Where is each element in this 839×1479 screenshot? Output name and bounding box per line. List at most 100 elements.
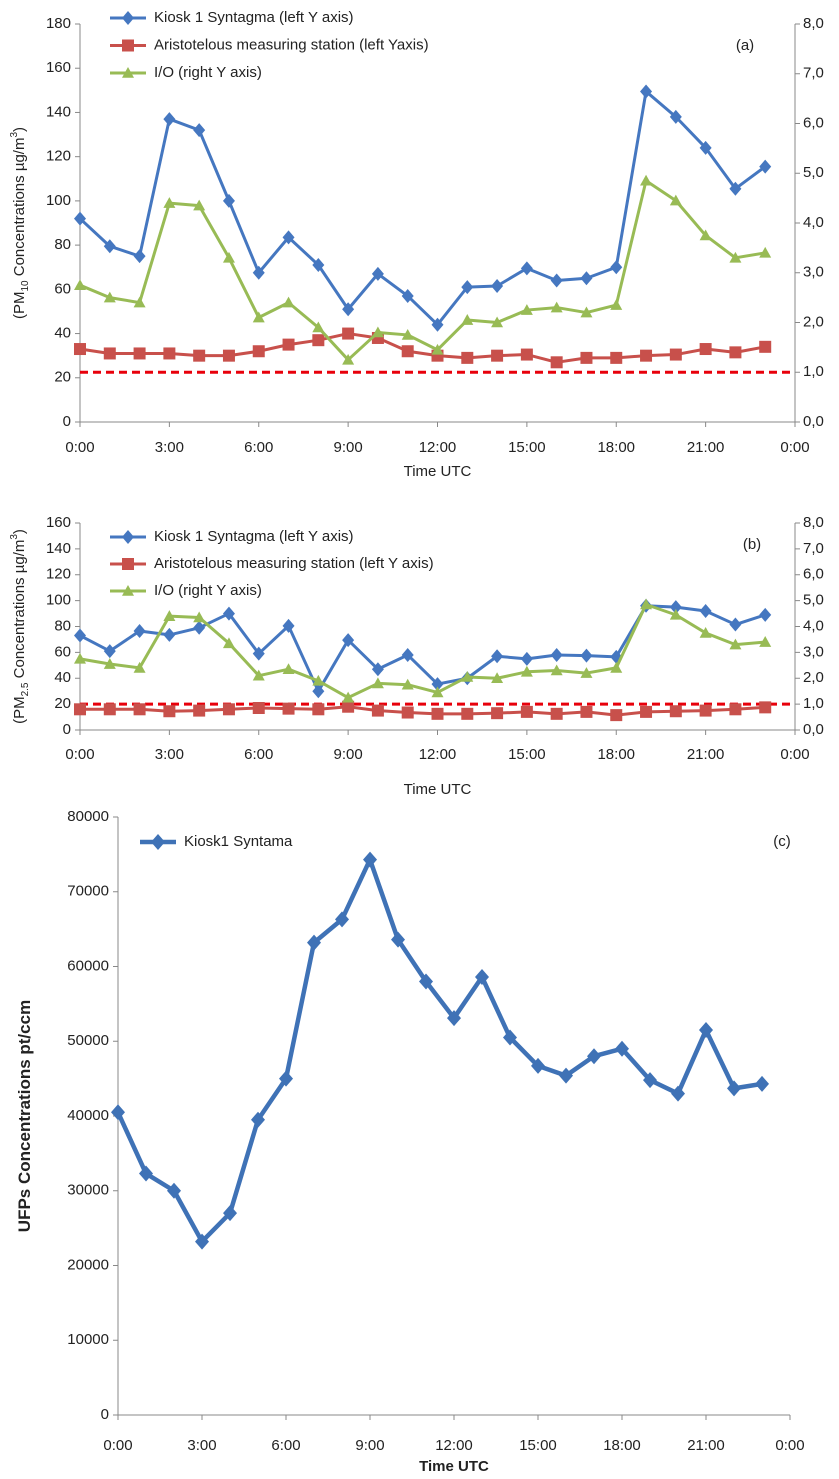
- data-point: [610, 661, 623, 673]
- data-point: [167, 1182, 181, 1199]
- data-point: [282, 338, 295, 351]
- y2-tick-label: 2,0: [803, 313, 824, 330]
- y-axis-title: (PM2.5 Concentrations µg/m3): [9, 529, 31, 724]
- y2-tick-label: 7,0: [803, 540, 824, 557]
- data-point: [640, 84, 653, 99]
- y-tick-label: 60000: [67, 957, 109, 974]
- data-point: [699, 704, 712, 717]
- data-point: [193, 349, 206, 362]
- data-point: [307, 934, 321, 951]
- data-point: [74, 343, 86, 356]
- data-point: [669, 194, 682, 206]
- legend-marker: [151, 834, 165, 850]
- series-line: [80, 705, 766, 717]
- y2-tick-label: 1,0: [803, 695, 824, 712]
- x-tick-label: 18:00: [597, 746, 635, 763]
- data-point: [491, 707, 504, 720]
- data-point: [699, 343, 712, 356]
- data-point: [163, 705, 176, 718]
- y-axis-title-part: 3: [9, 132, 20, 138]
- y-tick-label: 160: [46, 59, 71, 76]
- data-point: [759, 246, 772, 258]
- data-point: [431, 677, 444, 692]
- x-tick-label: 18:00: [597, 439, 635, 456]
- data-point: [371, 677, 384, 689]
- data-point: [669, 109, 682, 124]
- data-point: [729, 346, 742, 359]
- data-point: [363, 851, 377, 868]
- x-axis-title: Time UTC: [404, 463, 472, 480]
- x-tick-label: 15:00: [508, 439, 546, 456]
- data-point: [550, 301, 563, 313]
- data-point: [431, 686, 444, 698]
- x-tick-label: 0:00: [775, 1437, 804, 1454]
- y2-tick-label: 4,0: [803, 617, 824, 634]
- legend-label: Aristotelous measuring station (left Y a…: [154, 555, 434, 572]
- data-point: [640, 174, 653, 186]
- data-point: [759, 159, 772, 174]
- y-tick-label: 0: [101, 1406, 109, 1423]
- data-point: [610, 709, 623, 722]
- y2-tick-label: 0,0: [803, 721, 824, 738]
- data-point: [312, 703, 325, 716]
- data-point: [550, 707, 563, 720]
- data-point: [580, 667, 593, 678]
- data-point: [729, 251, 742, 263]
- data-point: [103, 347, 116, 360]
- x-tick-label: 21:00: [687, 439, 725, 456]
- data-point: [729, 181, 742, 196]
- data-point: [133, 296, 146, 308]
- data-point: [671, 1085, 685, 1102]
- data-point: [163, 610, 176, 621]
- data-point: [133, 347, 146, 360]
- y-tick-label: 160: [46, 514, 71, 531]
- y-tick-label: 40000: [67, 1107, 109, 1124]
- data-point: [223, 1205, 237, 1222]
- data-point: [520, 304, 533, 315]
- y-tick-label: 20000: [67, 1256, 109, 1273]
- y-tick-label: 100: [46, 592, 71, 609]
- x-tick-label: 6:00: [271, 1437, 300, 1454]
- y2-tick-label: 5,0: [803, 164, 824, 181]
- data-point: [461, 280, 474, 295]
- data-point: [615, 1040, 629, 1057]
- data-point: [580, 705, 593, 718]
- data-point: [279, 1070, 293, 1087]
- data-point: [461, 707, 474, 720]
- x-tick-label: 0:00: [103, 1437, 132, 1454]
- data-point: [401, 706, 414, 719]
- x-tick-label: 3:00: [155, 746, 184, 763]
- data-point: [282, 296, 295, 308]
- data-point: [475, 968, 489, 985]
- y-tick-label: 40: [54, 669, 71, 686]
- x-tick-label: 0:00: [65, 439, 94, 456]
- data-point: [550, 273, 563, 288]
- data-point: [520, 665, 533, 677]
- x-axis-title: Time UTC: [419, 1458, 489, 1475]
- y-tick-label: 0: [63, 413, 71, 430]
- data-point: [729, 617, 742, 632]
- y2-tick-label: 4,0: [803, 214, 824, 231]
- y2-tick-label: 5,0: [803, 592, 824, 609]
- y-tick-label: 140: [46, 103, 71, 120]
- y-axis-title-part: UFPs Concentrations pt/ccm: [15, 1000, 34, 1232]
- data-point: [699, 626, 712, 638]
- y-axis-title-part: (PM: [11, 292, 28, 320]
- y2-tick-label: 8,0: [803, 514, 824, 531]
- data-point: [755, 1075, 769, 1092]
- y2-tick-label: 6,0: [803, 566, 824, 583]
- data-point: [699, 603, 712, 618]
- data-point: [643, 1072, 657, 1089]
- data-point: [491, 279, 504, 294]
- data-point: [520, 261, 533, 276]
- series-line: [79, 179, 766, 362]
- legend-marker: [122, 67, 134, 78]
- data-point: [312, 684, 325, 699]
- series-line: [79, 603, 766, 700]
- data-point: [669, 600, 682, 615]
- y-axis-title-part: 10: [20, 280, 31, 292]
- data-point: [74, 279, 86, 290]
- data-point: [133, 624, 146, 639]
- data-point: [640, 598, 653, 610]
- panel-label: (a): [736, 37, 754, 54]
